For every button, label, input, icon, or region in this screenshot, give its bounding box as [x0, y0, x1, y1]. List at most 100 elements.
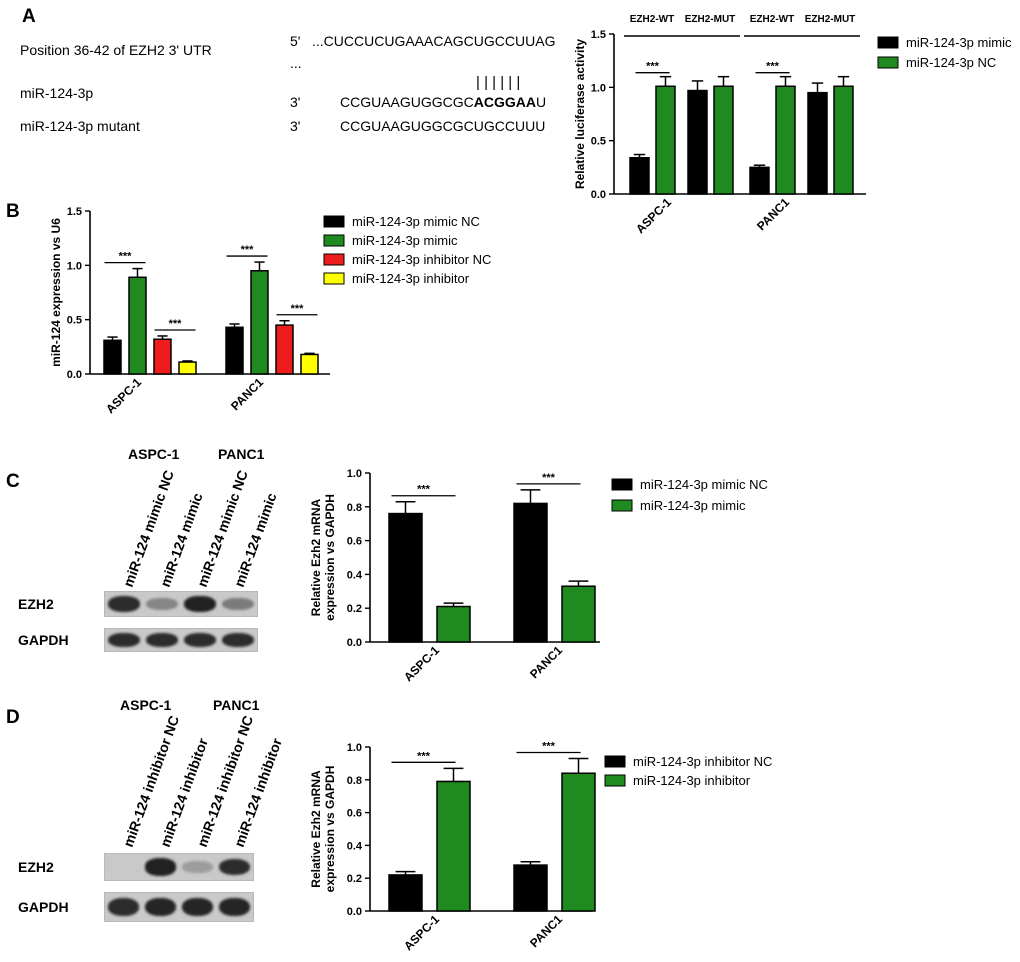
bar	[225, 326, 244, 375]
panel-letter-c: C	[6, 471, 20, 492]
category-label: ASPC-1	[401, 643, 442, 684]
y-tick-label: 0.4	[347, 840, 363, 852]
legend-label: miR-124-3p inhibitor NC	[633, 754, 772, 769]
category-label: PANC1	[527, 643, 565, 681]
legend-swatch	[604, 755, 626, 768]
y-tick-label: 1.0	[347, 742, 362, 754]
blot-band	[182, 860, 213, 874]
bar	[153, 338, 172, 375]
y-tick-label: 1.5	[67, 206, 82, 218]
category-label: PANC1	[754, 195, 792, 233]
category-label: ASPC-1	[401, 912, 442, 953]
blot-d-ezh2-strip	[104, 853, 254, 881]
significance-stars: ***	[766, 61, 780, 73]
legend-label: miR-124-3p inhibitor	[352, 271, 470, 286]
significance-stars: ***	[542, 472, 556, 484]
y-tick-label: 1.0	[591, 82, 606, 94]
blot-band	[145, 858, 176, 876]
alignment-seq-mutant: CCGUAAGUGGCGCUGCCUUU	[340, 118, 545, 134]
bar	[561, 585, 596, 643]
bar	[250, 270, 269, 375]
blot-band	[184, 632, 216, 648]
bar	[775, 85, 796, 195]
panel-letter-d: D	[6, 707, 20, 728]
alignment-seq-mir-tail: U	[536, 94, 546, 110]
bar	[713, 85, 734, 195]
legend-swatch	[604, 774, 626, 787]
blot-c-ezh2-strip	[104, 591, 258, 617]
blot-band	[146, 597, 178, 611]
y-axis-label: miR-124 expression vs U6	[49, 218, 63, 367]
y-tick-label: 0.0	[591, 189, 606, 201]
legend-label: miR-124-3p mimic	[640, 498, 746, 513]
alignment-label-utr: Position 36-42 of EZH2 3' UTR	[20, 42, 212, 58]
blot-band	[145, 897, 176, 917]
y-tick-label: 0.0	[347, 637, 362, 649]
blot-band	[222, 632, 254, 648]
alignment-seq-mir-seed: ACGGAA	[474, 94, 536, 110]
bar	[178, 361, 197, 375]
alignment-seq-utr: ...CUCCUCUGAAACAGCUGCCUUAG	[312, 33, 555, 49]
significance-stars: ***	[119, 251, 133, 263]
y-axis-label: Relative luciferase activity	[573, 39, 587, 189]
subgroup-label: EZH2-WT	[750, 14, 794, 25]
bar	[513, 502, 548, 643]
bar	[687, 89, 708, 195]
y-tick-label: 0.5	[67, 315, 82, 327]
y-tick-label: 0.4	[347, 569, 363, 581]
y-tick-label: 0.8	[347, 775, 362, 787]
blot-row-label: GAPDH	[18, 632, 69, 648]
y-tick-label: 1.0	[347, 468, 362, 480]
alignment-ellipsis: ...	[290, 55, 302, 71]
alignment-pairing-bars: | | | | | |	[476, 74, 520, 91]
y-tick-label: 0.8	[347, 502, 362, 514]
bar	[655, 85, 676, 195]
blot-band	[184, 596, 216, 612]
significance-stars: ***	[241, 244, 255, 256]
cell-line-label: ASPC-1	[120, 697, 172, 713]
blot-band	[108, 861, 139, 873]
significance-stars: ***	[646, 61, 660, 73]
alignment-prime-mutant: 3'	[290, 118, 300, 134]
bar	[388, 512, 423, 643]
significance-stars: ***	[417, 484, 431, 496]
category-label: ASPC-1	[633, 195, 674, 236]
alignment-label-mutant: miR-124-3p mutant	[20, 118, 140, 134]
alignment-prime-utr: 5'	[290, 33, 300, 49]
panel-letter-b: B	[6, 201, 20, 222]
bar	[833, 85, 854, 195]
y-tick-label: 0.2	[347, 873, 362, 885]
bar	[103, 339, 122, 375]
legend-label: miR-124-3p mimic	[352, 233, 458, 248]
subgroup-label: EZH2-MUT	[805, 14, 856, 25]
legend-label: miR-124-3p inhibitor NC	[352, 252, 491, 267]
significance-stars: ***	[417, 750, 431, 762]
y-tick-label: 0.6	[347, 808, 362, 820]
blot-c-gapdh-strip	[104, 628, 258, 652]
legend-label: miR-124-3p mimic NC	[640, 477, 768, 492]
y-axis-label: Relative Ezh2 mRNAexpression vs GAPDH	[309, 494, 337, 621]
chart-ezh2-mimic: 0.0 0.2 0.4 0.6 0.8 1.0 Relative Ezh2 mRNAexpr…	[309, 468, 768, 684]
blot-row-label: EZH2	[18, 596, 54, 612]
y-axis-label: Relative Ezh2 mRNAexpression vs GAPDH	[309, 766, 337, 893]
blot-band	[108, 596, 140, 612]
blot-band	[146, 632, 178, 648]
panel-letter-a: A	[22, 6, 36, 27]
legend-swatch	[323, 253, 345, 266]
significance-stars: ***	[169, 318, 183, 330]
legend-swatch	[323, 215, 345, 228]
blot-band	[219, 897, 250, 917]
subgroup-label: EZH2-WT	[630, 14, 674, 25]
legend-swatch	[611, 478, 633, 491]
bar	[749, 166, 770, 195]
y-tick-label: 0.5	[591, 136, 606, 148]
alignment-seq-mir-plain: CCGUAAGUGGCGC	[340, 94, 474, 110]
blot-row-label: GAPDH	[18, 899, 69, 915]
blot-row-label: EZH2	[18, 859, 54, 875]
bar	[561, 772, 596, 912]
y-tick-label: 0.0	[347, 906, 362, 918]
sequence-alignment: Position 36-42 of EZH2 3' UTR 5' ...CUCC…	[20, 33, 555, 134]
